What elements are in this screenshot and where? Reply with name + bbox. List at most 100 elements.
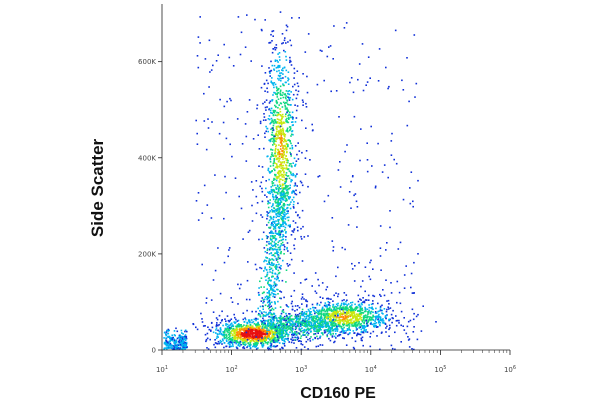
event-point bbox=[337, 302, 339, 305]
event-point bbox=[346, 325, 349, 327]
event-point bbox=[230, 297, 232, 299]
event-point bbox=[312, 306, 314, 309]
event-point bbox=[178, 347, 181, 350]
event-point bbox=[268, 315, 270, 318]
event-point bbox=[229, 319, 231, 322]
event-point bbox=[278, 79, 280, 81]
event-point bbox=[236, 118, 239, 120]
event-point bbox=[337, 311, 340, 313]
event-point bbox=[286, 151, 288, 154]
event-point bbox=[244, 317, 246, 319]
event-point bbox=[237, 341, 239, 343]
event-point bbox=[281, 215, 284, 218]
event-point bbox=[285, 197, 288, 200]
event-point bbox=[327, 314, 329, 317]
event-point bbox=[257, 314, 260, 316]
event-point bbox=[261, 344, 263, 346]
event-point bbox=[344, 308, 346, 310]
event-point bbox=[361, 43, 364, 45]
event-point bbox=[277, 246, 280, 249]
event-point bbox=[283, 160, 285, 163]
event-point bbox=[172, 345, 174, 348]
event-point bbox=[285, 29, 288, 32]
event-point bbox=[324, 320, 327, 322]
event-point bbox=[169, 347, 172, 349]
event-point bbox=[274, 283, 276, 285]
event-point bbox=[217, 329, 219, 332]
event-point bbox=[276, 201, 278, 204]
event-point bbox=[290, 302, 293, 305]
event-point bbox=[280, 205, 283, 208]
event-point bbox=[293, 185, 296, 187]
event-point bbox=[239, 332, 241, 334]
event-point bbox=[264, 106, 267, 109]
event-point bbox=[279, 110, 282, 113]
event-point bbox=[245, 326, 248, 328]
event-point bbox=[341, 299, 344, 302]
event-point bbox=[347, 321, 349, 323]
event-point bbox=[330, 90, 332, 93]
event-point bbox=[322, 320, 324, 323]
event-point bbox=[281, 129, 283, 131]
event-point bbox=[279, 114, 282, 116]
event-point bbox=[281, 144, 283, 146]
event-point bbox=[293, 247, 296, 250]
event-point bbox=[328, 320, 331, 323]
event-point bbox=[280, 252, 282, 255]
event-point bbox=[272, 84, 275, 86]
event-point bbox=[272, 124, 275, 127]
event-point bbox=[317, 310, 320, 313]
event-point bbox=[285, 186, 287, 188]
event-point bbox=[259, 185, 261, 188]
event-point bbox=[360, 319, 363, 321]
event-point bbox=[238, 332, 240, 334]
event-point bbox=[329, 45, 332, 47]
event-point bbox=[278, 333, 281, 336]
event-point bbox=[242, 343, 244, 346]
event-point bbox=[346, 299, 348, 302]
event-point bbox=[209, 338, 211, 341]
event-point bbox=[294, 192, 296, 195]
event-point bbox=[272, 218, 275, 221]
event-point bbox=[267, 337, 270, 340]
event-point bbox=[308, 314, 310, 317]
event-point bbox=[275, 266, 278, 269]
event-point bbox=[273, 319, 275, 322]
event-point bbox=[303, 311, 306, 314]
event-point bbox=[253, 340, 255, 342]
event-point bbox=[272, 228, 275, 230]
event-point bbox=[315, 326, 317, 328]
event-point bbox=[290, 153, 292, 155]
event-point bbox=[238, 330, 241, 332]
event-point bbox=[170, 337, 172, 340]
event-point bbox=[178, 335, 181, 338]
event-point bbox=[403, 329, 406, 331]
event-point bbox=[385, 314, 388, 317]
event-point bbox=[316, 324, 319, 327]
event-point bbox=[283, 122, 286, 124]
event-point bbox=[290, 319, 292, 322]
event-point bbox=[361, 280, 364, 282]
event-point bbox=[175, 344, 177, 347]
event-point bbox=[276, 93, 278, 96]
event-point bbox=[389, 307, 392, 309]
event-point bbox=[176, 344, 179, 347]
event-point bbox=[274, 324, 277, 327]
event-point bbox=[409, 187, 411, 189]
event-point bbox=[231, 339, 233, 341]
event-point bbox=[272, 249, 275, 251]
event-point bbox=[332, 300, 334, 302]
event-point bbox=[340, 302, 343, 305]
event-point bbox=[230, 318, 233, 320]
event-point bbox=[291, 147, 294, 149]
event-point bbox=[372, 302, 374, 305]
event-point bbox=[278, 118, 280, 121]
event-point bbox=[283, 93, 286, 96]
event-point bbox=[396, 319, 399, 322]
event-point bbox=[264, 267, 266, 270]
event-point bbox=[264, 324, 266, 326]
event-point bbox=[243, 338, 245, 340]
event-point bbox=[251, 338, 254, 340]
event-point bbox=[303, 315, 306, 318]
event-point bbox=[277, 190, 280, 193]
